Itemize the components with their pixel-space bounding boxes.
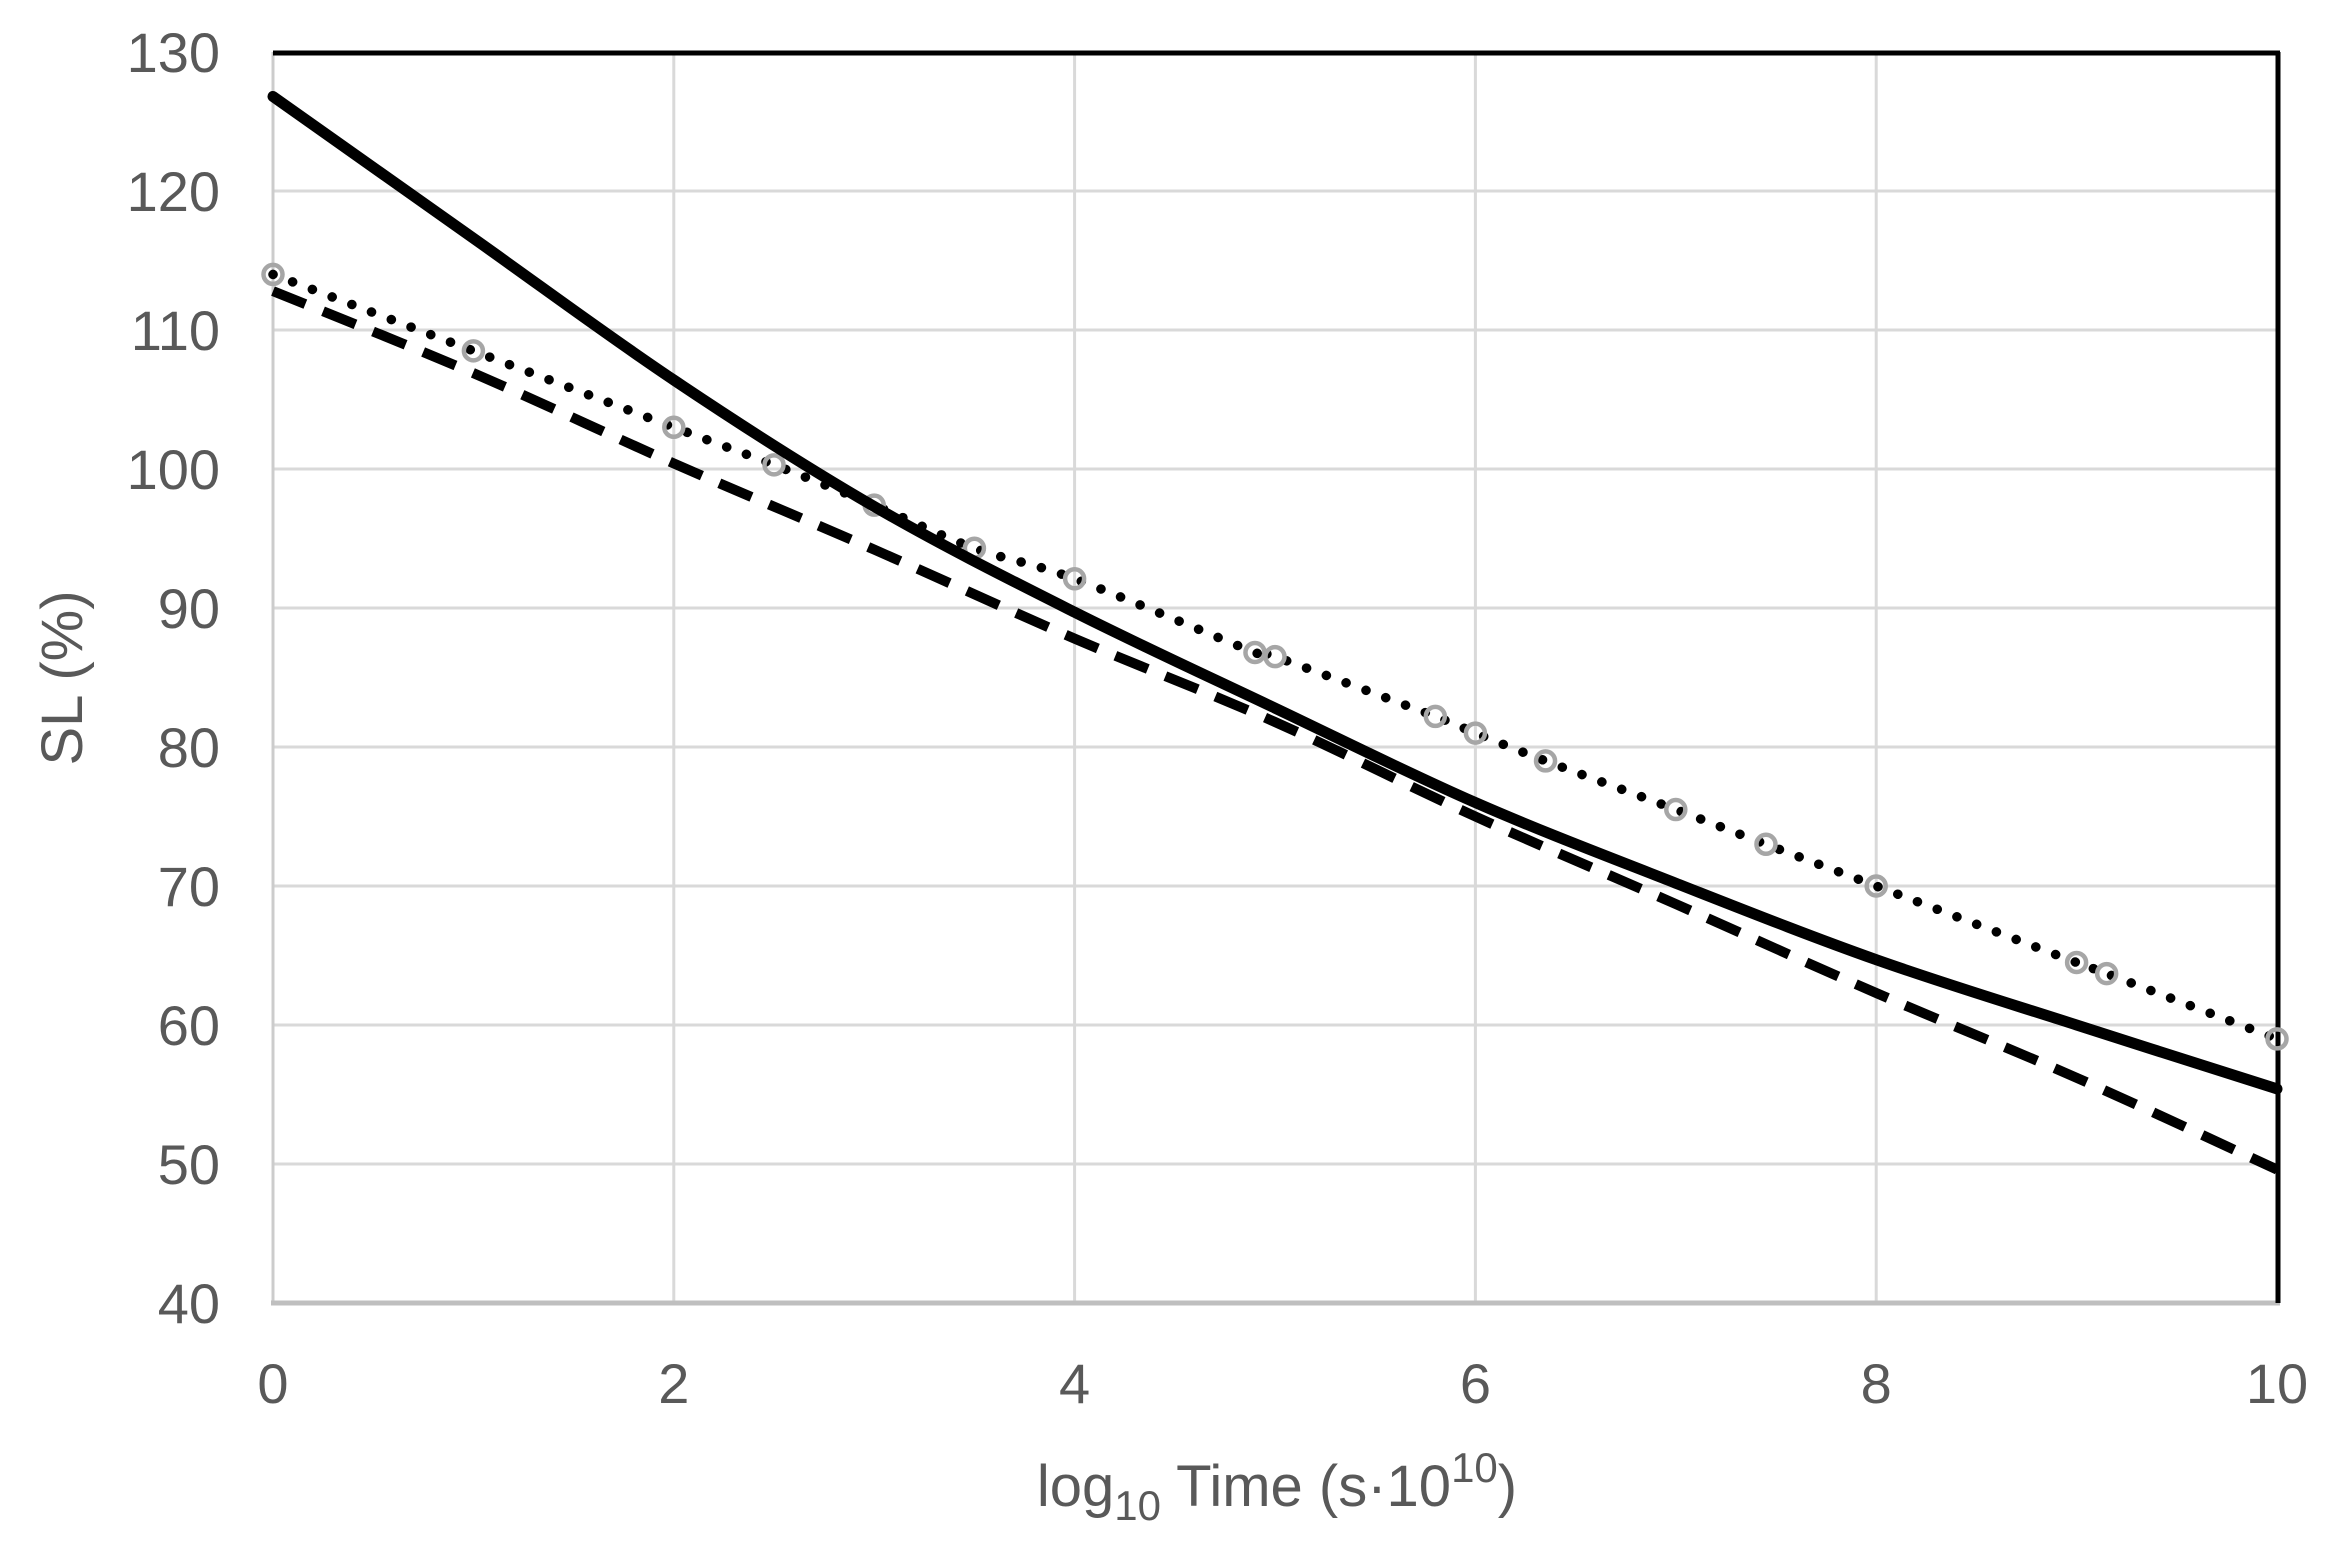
y-tick-label: 40 xyxy=(158,1272,220,1335)
y-tick-label: 50 xyxy=(158,1133,220,1196)
data-point-marker xyxy=(1062,567,1087,591)
data-point-marker xyxy=(1263,644,1287,669)
x-tick-label: 8 xyxy=(1861,1352,1892,1415)
gridlines xyxy=(273,52,2277,1303)
data-point-marker xyxy=(1864,874,1888,898)
x-axis-title: log10 Time (s·1010) xyxy=(1037,1444,1517,1529)
data-point-marker xyxy=(1754,832,1778,857)
series-solid-curve xyxy=(267,90,2283,1095)
x-axis-title-prefix: log xyxy=(1037,1454,1114,1519)
x-axis-title-suffix: ) xyxy=(1498,1454,1517,1519)
series xyxy=(261,90,2289,1175)
data-point-marker xyxy=(662,415,686,440)
series-dotted-with-circle-markers xyxy=(268,269,2282,1044)
x-tick-label: 10 xyxy=(2246,1352,2308,1415)
y-tick-label: 80 xyxy=(158,716,220,779)
y-tick-label: 120 xyxy=(127,160,220,223)
data-point-marker xyxy=(261,262,285,287)
data-point-marker xyxy=(1423,704,1448,729)
y-axis-title: SL (%) xyxy=(30,590,95,765)
tick-labels: 40 50 60 70 80 90 100 110 120 130 0 2 4 6 8 10 xyxy=(127,21,2309,1415)
data-point-marker xyxy=(2064,950,2089,975)
y-tick-label: 90 xyxy=(158,577,220,640)
x-tick-label: 4 xyxy=(1059,1352,1090,1415)
series-dashed-line xyxy=(271,286,2280,1175)
y-tick-label: 60 xyxy=(158,994,220,1057)
y-tick-label: 70 xyxy=(158,855,220,918)
data-point-marker xyxy=(461,339,486,363)
data-point-marker xyxy=(762,453,786,477)
y-tick-label: 110 xyxy=(131,299,220,362)
x-tick-label: 2 xyxy=(658,1352,689,1415)
x-axis-title-superscript: 10 xyxy=(1451,1444,1498,1491)
data-point-marker xyxy=(1463,721,1488,745)
x-tick-label: 6 xyxy=(1460,1352,1491,1415)
axes xyxy=(271,50,2281,1306)
x-axis-title-subscript: 10 xyxy=(1114,1482,1161,1529)
data-point-marker xyxy=(2094,961,2119,986)
data-point-marker xyxy=(1533,749,1558,773)
y-tick-label: 130 xyxy=(127,21,220,84)
data-point-marker xyxy=(1664,797,1688,822)
x-axis-title-mid: Time (s·10 xyxy=(1161,1454,1451,1519)
y-tick-label: 100 xyxy=(127,438,220,501)
x-tick-label: 0 xyxy=(257,1352,288,1415)
data-point-marker xyxy=(2265,1027,2289,1051)
